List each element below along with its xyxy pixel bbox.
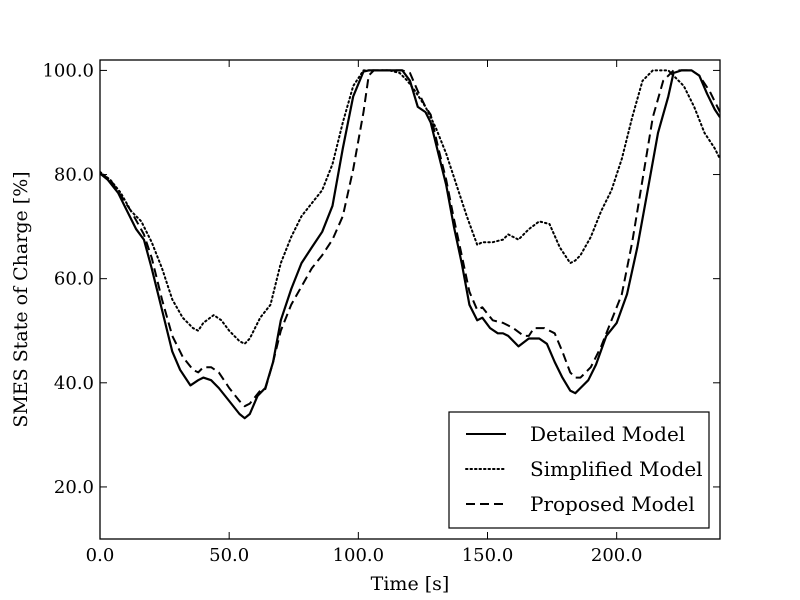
legend-label-detailed-model: Detailed Model	[530, 422, 685, 446]
x-tick-label: 150.0	[462, 545, 514, 566]
series-layer	[100, 69, 720, 420]
y-tick-label: 40.0	[54, 373, 94, 394]
legend-box	[448, 411, 710, 529]
legend-label-proposed-model: Proposed Model	[530, 492, 695, 516]
legend-label-simplified-model: Simplified Model	[530, 457, 703, 481]
legend: Detailed Model Simplified Model Proposed M…	[448, 411, 710, 529]
y-tick-label: 60.0	[54, 269, 94, 290]
y-axis-label: SMES State of Charge [%]	[10, 171, 32, 427]
x-tick-label: 100.0	[333, 545, 385, 566]
x-tick-label: 200.0	[591, 545, 643, 566]
plot-area-frame	[99, 59, 721, 540]
x-tick-label: 0.0	[86, 545, 115, 566]
y-tick-label: 100.0	[42, 60, 94, 81]
x-tick-label: 50.0	[209, 545, 249, 566]
series-line-proposed-model	[100, 69, 720, 408]
y-tick-label: 20.0	[54, 477, 94, 498]
y-tick-label: 80.0	[54, 165, 94, 186]
series-line-detailed-model	[100, 69, 720, 420]
series-line-simplified-model	[100, 69, 720, 345]
tick-layer: 0.0 50.0 100.0 150.0 200.0 20.0 40.0 60.0 80.0 10…	[42, 60, 720, 566]
x-axis-label: Time [s]	[371, 573, 450, 595]
